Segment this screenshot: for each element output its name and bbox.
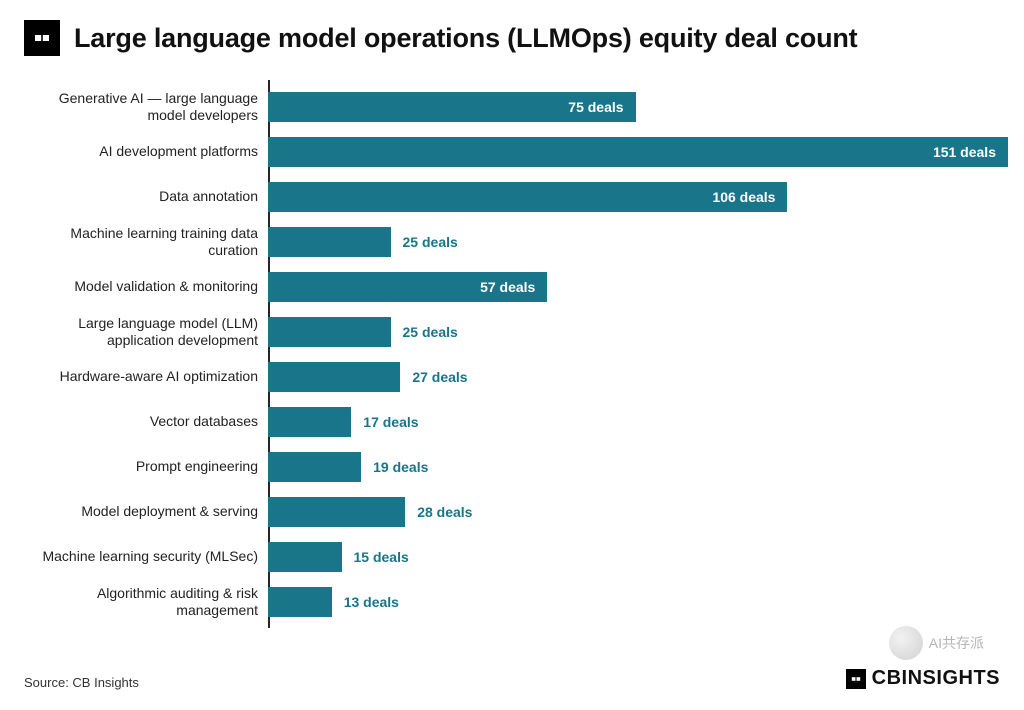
source-label: Source: CB Insights: [24, 675, 139, 690]
category-label: Hardware-aware AI optimization: [24, 368, 268, 384]
category-label: Machine learning training data curation: [24, 225, 268, 257]
bar: 28 deals: [268, 497, 405, 527]
chart-row: Prompt engineering19 deals: [24, 444, 1000, 489]
bar-value-label: 151 deals: [933, 144, 1008, 160]
category-label: Algorithmic auditing & risk management: [24, 585, 268, 617]
category-label: Generative AI — large language model dev…: [24, 90, 268, 122]
bar-track: 25 deals: [268, 227, 1000, 257]
bar-value-label: 13 deals: [332, 594, 399, 610]
watermark-avatar-icon: [889, 626, 923, 660]
bar: 57 deals: [268, 272, 547, 302]
brand-mark: CBINSIGHTS: [846, 667, 1000, 690]
chart-row: Model validation & monitoring 57 deals: [24, 264, 1000, 309]
bar-value-label: 57 deals: [480, 279, 547, 295]
bar-value-label: 25 deals: [391, 324, 458, 340]
watermark-text: AI共存派: [929, 633, 984, 653]
bar: 17 deals: [268, 407, 351, 437]
bar-track: 106 deals: [268, 182, 1000, 212]
category-label: Large language model (LLM) application d…: [24, 315, 268, 347]
bar-value-label: 25 deals: [391, 234, 458, 250]
watermark: AI共存派: [889, 626, 984, 660]
brand-text: CBINSIGHTS: [872, 667, 1000, 690]
bar-track: 57 deals: [268, 272, 1000, 302]
bar-track: 15 deals: [268, 542, 1000, 572]
bar: 19 deals: [268, 452, 361, 482]
bar-track: 17 deals: [268, 407, 1000, 437]
chart-footer: Source: CB Insights CBINSIGHTS: [24, 667, 1000, 690]
bar-value-label: 27 deals: [400, 369, 467, 385]
bar: 15 deals: [268, 542, 342, 572]
chart-row: Large language model (LLM) application d…: [24, 309, 1000, 354]
chart-row: Algorithmic auditing & risk management13…: [24, 579, 1000, 624]
category-label: AI development platforms: [24, 143, 268, 159]
bar: 75 deals: [268, 92, 636, 122]
category-label: Vector databases: [24, 413, 268, 429]
bar-value-label: 106 deals: [712, 189, 787, 205]
bar-track: 27 deals: [268, 362, 1000, 392]
bar-track: 13 deals: [268, 587, 1000, 617]
category-label: Model deployment & serving: [24, 503, 268, 519]
chart-row: Machine learning security (MLSec)15 deal…: [24, 534, 1000, 579]
bar-value-label: 15 deals: [342, 549, 409, 565]
chart-row: Machine learning training data curation2…: [24, 219, 1000, 264]
category-label: Machine learning security (MLSec): [24, 548, 268, 564]
chart-title: Large language model operations (LLMOps)…: [74, 23, 857, 54]
chart-row: Hardware-aware AI optimization27 deals: [24, 354, 1000, 399]
chart-header: Large language model operations (LLMOps)…: [24, 20, 1000, 56]
bar: 106 deals: [268, 182, 787, 212]
bar: 25 deals: [268, 227, 391, 257]
chart-row: AI development platforms151 deals: [24, 129, 1000, 174]
bar-track: 75 deals: [268, 92, 1000, 122]
category-label: Prompt engineering: [24, 458, 268, 474]
bar-track: 25 deals: [268, 317, 1000, 347]
chart-row: Data annotation 106 deals: [24, 174, 1000, 219]
bar-value-label: 17 deals: [351, 414, 418, 430]
category-label: Model validation & monitoring: [24, 278, 268, 294]
bar-value-label: 75 deals: [568, 99, 635, 115]
bar-chart: Generative AI — large language model dev…: [24, 84, 1000, 624]
bar-track: 19 deals: [268, 452, 1000, 482]
chart-row: Generative AI — large language model dev…: [24, 84, 1000, 129]
bar-value-label: 19 deals: [361, 459, 428, 475]
brand-icon: [846, 669, 866, 689]
chart-row: Vector databases17 deals: [24, 399, 1000, 444]
bar: 151 deals: [268, 137, 1008, 167]
bar-track: 151 deals: [268, 137, 1008, 167]
bar-value-label: 28 deals: [405, 504, 472, 520]
bar: 27 deals: [268, 362, 400, 392]
category-label: Data annotation: [24, 188, 268, 204]
bar-track: 28 deals: [268, 497, 1000, 527]
bar: 25 deals: [268, 317, 391, 347]
logo-icon: [24, 20, 60, 56]
chart-row: Model deployment & serving28 deals: [24, 489, 1000, 534]
bar: 13 deals: [268, 587, 332, 617]
